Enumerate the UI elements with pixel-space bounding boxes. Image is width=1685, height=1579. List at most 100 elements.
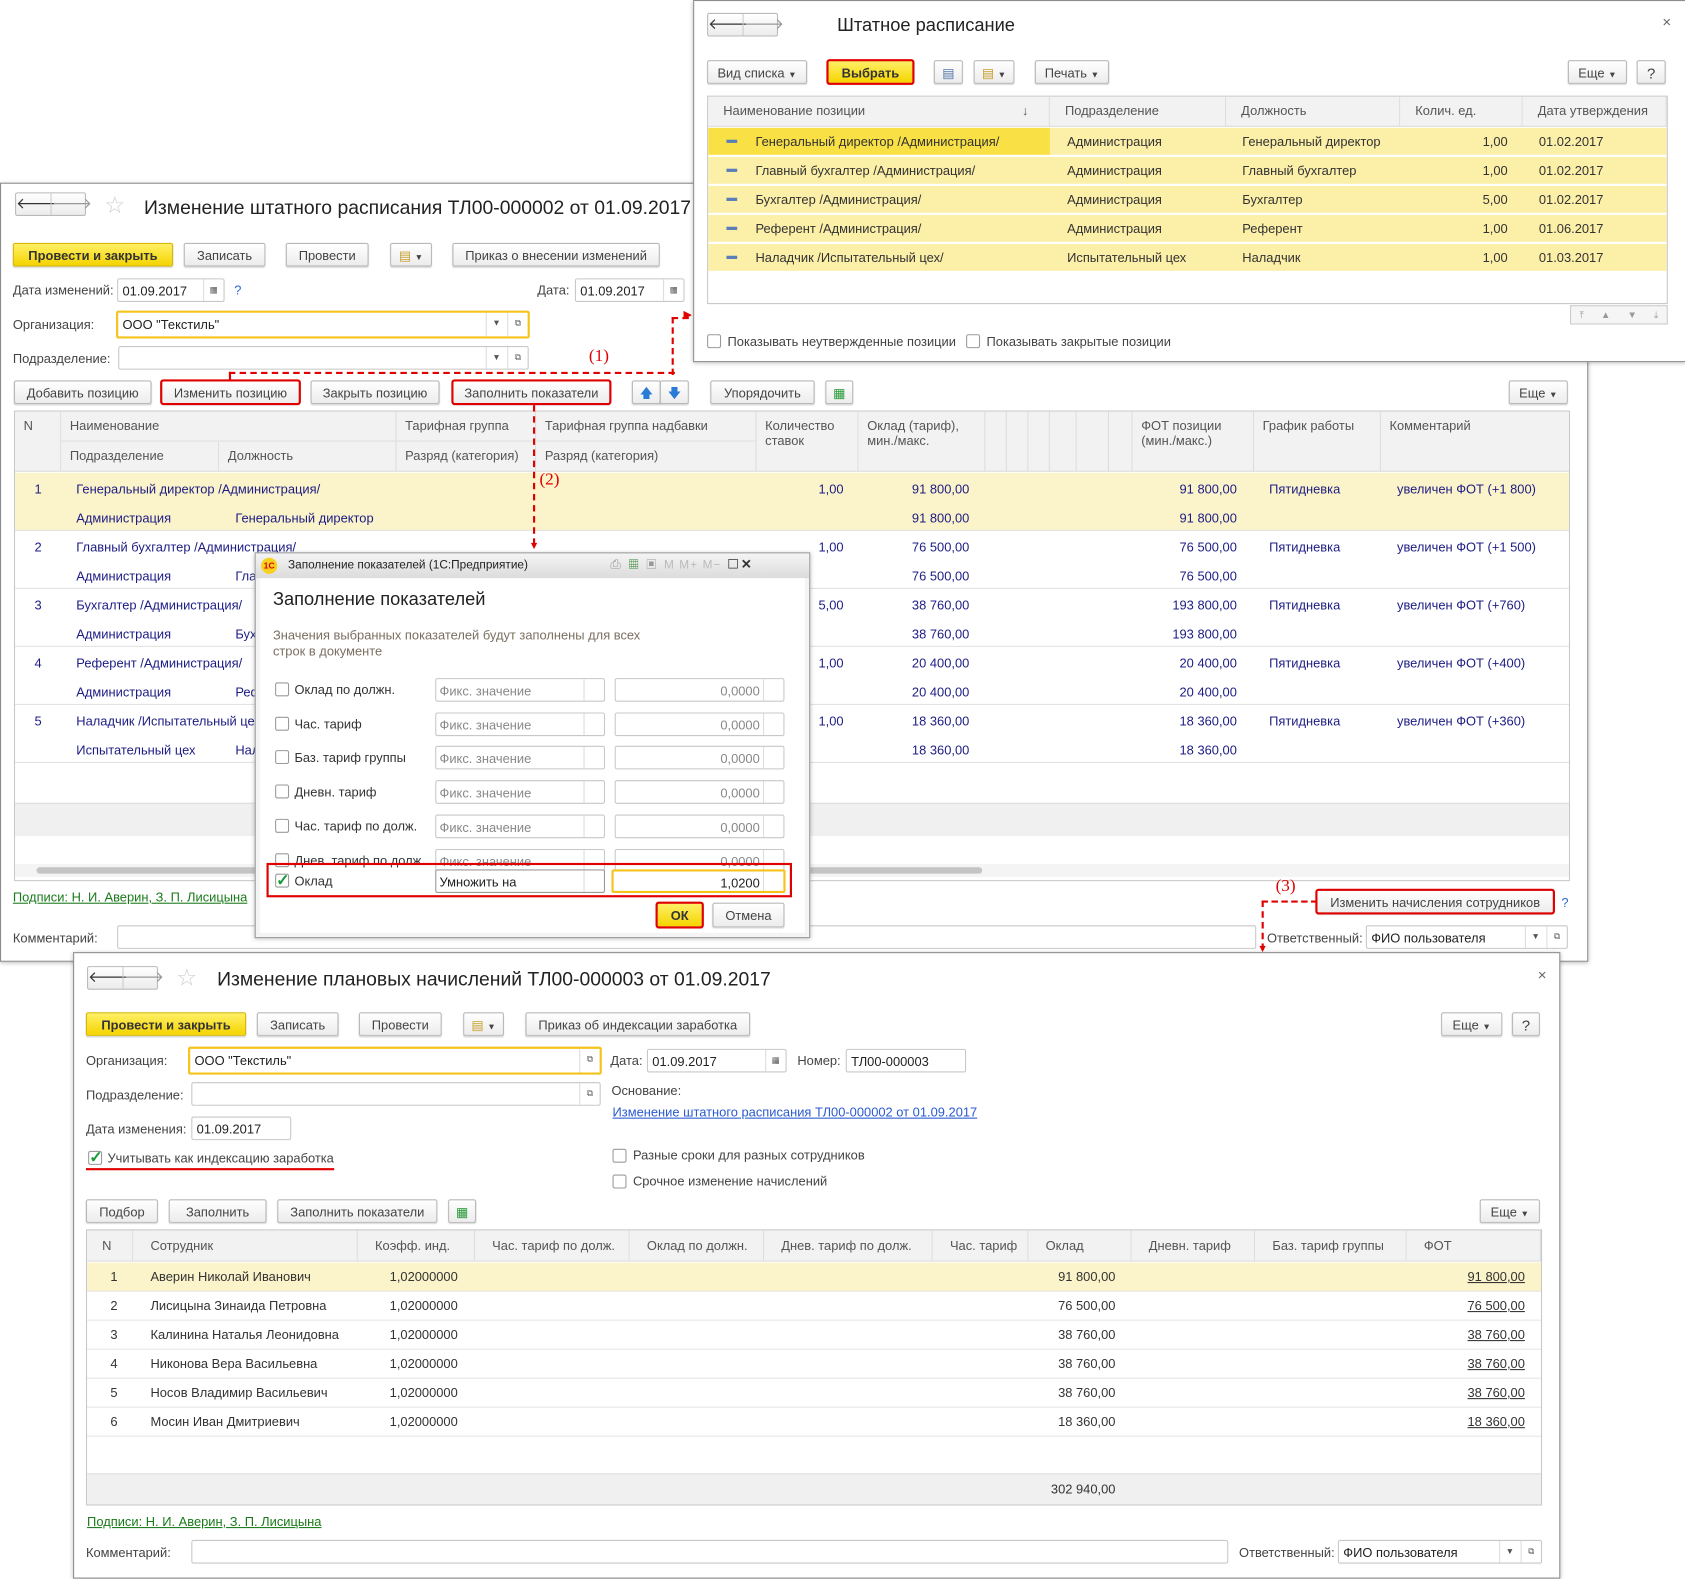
column-header[interactable]: Должность	[1226, 96, 1401, 127]
table-row[interactable]: Бухгалтер /Администрация/Администрация Бу…	[708, 185, 1667, 213]
fill-indicators-button[interactable]: Заполнить показатели	[451, 379, 612, 406]
forward-button[interactable]: 🡒	[50, 193, 92, 215]
column-header-salary[interactable]: Оклад (тариф), мин./макс.	[858, 411, 986, 472]
move-down-button[interactable]: 🡇	[659, 380, 689, 405]
column-header[interactable]: N	[87, 1230, 134, 1262]
calculator-icon[interactable]	[762, 849, 783, 871]
sort-button[interactable]: Упорядочить	[710, 380, 815, 405]
value-field[interactable]: 0,0000	[614, 678, 785, 702]
select-button[interactable]: Выбрать	[826, 59, 915, 85]
column-header-empty[interactable]	[985, 411, 1007, 472]
dropdown-icon[interactable]	[583, 713, 604, 735]
add-position-button[interactable]: Добавить позицию	[13, 380, 152, 405]
table-row[interactable]: Генеральный директор /Администрация/Адми…	[708, 127, 1667, 155]
mode-select[interactable]: Фикс. значение	[435, 814, 606, 838]
dropdown-icon[interactable]	[583, 870, 604, 892]
more-button[interactable]: Еще ▼	[1441, 1012, 1503, 1036]
post-and-close-button[interactable]: Провести и закрыть	[85, 1012, 247, 1036]
indexation-order-button[interactable]: Приказ об индексации заработка	[525, 1012, 751, 1036]
open-icon[interactable]: ⧉	[579, 1048, 599, 1073]
column-header[interactable]: Дата утверждения	[1522, 96, 1667, 127]
value-field[interactable]: 0,0000	[614, 814, 785, 838]
indexation-checkbox[interactable]	[88, 1148, 103, 1167]
fill-button[interactable]: Заполнить	[168, 1199, 267, 1223]
column-header-schedule[interactable]: График работы	[1254, 411, 1381, 472]
forward-button[interactable]: 🡒	[742, 13, 784, 36]
fot-link[interactable]: 38 760,00	[1467, 1356, 1525, 1372]
change-accruals-button[interactable]: Изменить начисления сотрудников	[1315, 888, 1555, 915]
column-header-name[interactable]: Наименование	[61, 411, 397, 442]
indicator-checkbox[interactable]	[275, 682, 290, 697]
print-menu-button[interactable]: ▤ ▼	[463, 1012, 504, 1036]
date-changes-field[interactable]: 01.09.2017 ▦	[117, 278, 225, 302]
forward-button[interactable]: 🡒	[122, 967, 164, 989]
column-header[interactable]: Дневн. тариф	[1131, 1230, 1256, 1262]
back-button[interactable]: 🡐	[88, 968, 129, 986]
mode-select[interactable]: Умножить на	[435, 869, 606, 894]
back-button[interactable]: 🡐	[16, 194, 57, 212]
column-header-qty[interactable]: Количество ставок	[756, 411, 859, 472]
column-header-comment[interactable]: Комментарий	[1380, 411, 1569, 472]
help-link[interactable]: ?	[1561, 895, 1569, 911]
list-icon-button[interactable]: ▤	[933, 60, 963, 84]
column-header[interactable]: Днев. тариф по долж.	[764, 1230, 933, 1262]
calculator-icon[interactable]	[762, 747, 783, 769]
save-button[interactable]: Записать	[256, 1012, 339, 1036]
memory-icon[interactable]: M M+ M−	[664, 558, 722, 572]
calendar-icon[interactable]: ▣	[646, 556, 659, 572]
date-field[interactable]: 01.09.2017 ▦	[574, 278, 685, 302]
print-menu-button[interactable]: ▤ ▼	[390, 242, 432, 267]
indicator-checkbox[interactable]	[275, 870, 290, 890]
table-row[interactable]: Наладчик /Испытательный цех/Испытательны…	[708, 243, 1667, 271]
table-row[interactable]: 4 Никонова Вера Васильевна 1,02000000 38 76…	[87, 1350, 1542, 1379]
signatures-link[interactable]: Подписи: Н. И. Аверин, З. П. Лисицына	[12, 889, 248, 905]
fill-indicators-button[interactable]: Заполнить показатели	[277, 1199, 438, 1223]
column-header[interactable]: Час. тариф	[932, 1230, 1029, 1262]
dropdown-icon[interactable]: ▼	[1499, 1541, 1519, 1563]
calculator-icon[interactable]	[762, 713, 783, 735]
close-icon[interactable]: ×	[1537, 966, 1547, 984]
column-header[interactable]: Наименование позиции	[708, 96, 1050, 127]
column-header[interactable]: Баз. тариф группы	[1255, 1230, 1407, 1262]
help-button[interactable]: ?	[1636, 60, 1666, 84]
urgent-change-checkbox[interactable]	[612, 1174, 627, 1189]
organization-field[interactable]: ООО "Текстиль" ⧉	[188, 1046, 602, 1075]
order-button[interactable]: Приказ о внесении изменений	[452, 242, 660, 267]
open-icon[interactable]: ⧉	[1520, 1541, 1541, 1563]
responsible-field[interactable]: ФИО пользователя ▼ ⧉	[1337, 1539, 1543, 1564]
change-position-button[interactable]: Изменить позицию	[160, 379, 301, 406]
date-field[interactable]: 01.09.2017 ▦	[646, 1048, 787, 1073]
table-settings-button[interactable]: ▦	[448, 1199, 477, 1223]
open-icon[interactable]: ⧉	[507, 347, 527, 369]
column-header-position[interactable]: Должность	[219, 441, 397, 472]
indicator-checkbox[interactable]	[275, 818, 290, 833]
move-up-button[interactable]: 🡅	[631, 380, 661, 405]
view-list-button[interactable]: Вид списка ▼	[707, 60, 808, 84]
calculator-icon[interactable]	[762, 871, 783, 891]
value-field[interactable]: 0,0000	[614, 746, 785, 770]
fot-link[interactable]: 38 760,00	[1467, 1327, 1525, 1343]
different-dates-checkbox[interactable]	[612, 1148, 627, 1163]
column-header-dept[interactable]: Подразделение	[61, 441, 220, 472]
signatures-link[interactable]: Подписи: Н. И. Аверин, З. П. Лисицына	[87, 1514, 322, 1530]
change-date-field[interactable]: 01.09.2017	[191, 1116, 292, 1141]
column-header-empty[interactable]	[1076, 411, 1110, 472]
cancel-button[interactable]: Отмена	[712, 902, 785, 928]
column-header-n[interactable]: N	[15, 411, 62, 472]
fot-link[interactable]: 76 500,00	[1467, 1298, 1525, 1314]
close-position-button[interactable]: Закрыть позицию	[310, 380, 440, 405]
calculator-icon[interactable]: ▦	[628, 556, 641, 572]
organization-field[interactable]: ООО "Текстиль" ▼ ⧉	[116, 310, 530, 339]
dropdown-icon[interactable]	[583, 849, 604, 871]
column-header-empty[interactable]	[1109, 411, 1133, 472]
open-icon[interactable]: ⧉	[1546, 926, 1566, 948]
column-header[interactable]: Час. тариф по долж.	[474, 1230, 630, 1262]
print-menu-button[interactable]: ▤ ▼	[973, 60, 1015, 84]
calculator-icon[interactable]	[762, 781, 783, 803]
table-settings-button[interactable]: ▦	[825, 380, 854, 405]
column-header[interactable]: Оклад по должн.	[629, 1230, 765, 1262]
table-row[interactable]: 1 Аверин Николай Иванович 1,02000000 91 800…	[87, 1262, 1542, 1292]
value-field[interactable]: 0,0000	[614, 780, 785, 804]
department-field[interactable]: ⧉	[191, 1082, 601, 1106]
back-button[interactable]: 🡐	[708, 15, 749, 33]
